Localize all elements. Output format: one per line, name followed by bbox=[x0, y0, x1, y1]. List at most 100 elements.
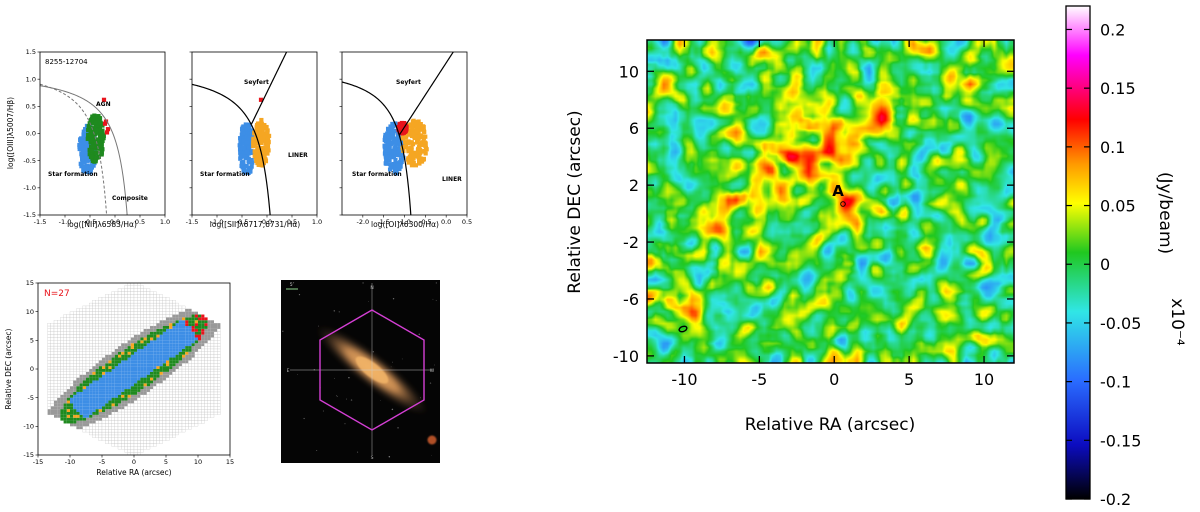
spaxel bbox=[188, 360, 192, 364]
spaxel bbox=[159, 414, 163, 418]
spaxel bbox=[60, 394, 64, 398]
spaxel bbox=[60, 409, 64, 412]
point-liner bbox=[411, 118, 416, 123]
spaxel bbox=[105, 374, 109, 378]
spaxel bbox=[121, 360, 125, 364]
point-liner bbox=[422, 129, 427, 135]
spaxel bbox=[108, 414, 112, 418]
spaxel bbox=[146, 374, 150, 378]
spaxel bbox=[98, 357, 103, 361]
spaxel bbox=[140, 300, 144, 304]
spaxel bbox=[146, 426, 151, 430]
spaxel bbox=[117, 443, 122, 447]
spaxel bbox=[79, 397, 83, 401]
spaxel bbox=[185, 411, 189, 415]
spaxel bbox=[191, 331, 195, 335]
spaxel bbox=[98, 297, 103, 301]
point-liner bbox=[259, 146, 264, 151]
point-liner bbox=[260, 124, 265, 130]
spaxel bbox=[169, 302, 173, 307]
spaxel bbox=[162, 403, 167, 407]
spaxel bbox=[162, 383, 167, 387]
spaxel bbox=[114, 314, 119, 318]
spaxel bbox=[82, 366, 87, 370]
spaxel bbox=[82, 423, 86, 427]
spaxel bbox=[92, 320, 96, 324]
spaxel bbox=[118, 403, 122, 407]
spaxel bbox=[182, 328, 186, 332]
spaxel bbox=[60, 377, 64, 381]
spaxel bbox=[140, 363, 144, 367]
spaxel bbox=[149, 420, 154, 424]
spaxel bbox=[143, 446, 147, 450]
spaxel bbox=[121, 340, 125, 344]
spaxel bbox=[156, 371, 160, 375]
y-tick-label: 0.5 bbox=[26, 103, 36, 111]
spaxel bbox=[146, 440, 151, 444]
spaxel bbox=[137, 423, 141, 427]
spaxel bbox=[191, 409, 195, 413]
spaxel bbox=[121, 420, 125, 424]
spaxel bbox=[165, 314, 170, 318]
spaxel bbox=[79, 394, 83, 398]
spaxel bbox=[117, 288, 122, 292]
point-star-formation bbox=[249, 157, 254, 163]
spaxel bbox=[117, 302, 122, 307]
spaxel bbox=[76, 371, 80, 375]
spaxel bbox=[50, 328, 55, 332]
spaxel bbox=[175, 340, 179, 344]
spaxel bbox=[165, 300, 170, 304]
spaxel bbox=[172, 397, 176, 401]
point-composite bbox=[96, 137, 101, 142]
spaxel bbox=[60, 417, 64, 421]
spaxel bbox=[210, 348, 215, 352]
spaxel bbox=[137, 431, 141, 436]
spaxel bbox=[156, 357, 160, 361]
spaxel bbox=[217, 394, 221, 398]
spaxel bbox=[57, 345, 61, 350]
y-tick-label: 1.0 bbox=[26, 75, 36, 83]
spaxel bbox=[137, 452, 141, 455]
spaxel bbox=[121, 426, 125, 430]
spaxel bbox=[114, 420, 119, 424]
spaxel bbox=[121, 443, 125, 447]
spaxel bbox=[159, 403, 163, 407]
spaxel bbox=[140, 443, 144, 447]
spaxel bbox=[169, 374, 173, 378]
spaxel bbox=[162, 380, 167, 384]
spaxel bbox=[153, 346, 157, 349]
spaxel bbox=[143, 288, 147, 292]
spaxel bbox=[185, 417, 189, 421]
spaxel bbox=[121, 437, 125, 441]
spaxel bbox=[121, 377, 125, 381]
spaxel bbox=[118, 360, 122, 364]
spaxel bbox=[153, 311, 157, 315]
spaxel bbox=[124, 400, 128, 404]
spaxel bbox=[101, 354, 106, 358]
spaxel bbox=[76, 400, 80, 404]
spaxel bbox=[130, 434, 135, 438]
spaxel bbox=[140, 297, 144, 301]
spaxel bbox=[95, 340, 99, 344]
spaxel bbox=[86, 397, 90, 401]
spaxel bbox=[159, 363, 163, 367]
spaxel bbox=[92, 363, 96, 367]
spaxel bbox=[102, 414, 106, 418]
spaxel bbox=[63, 394, 67, 398]
x-tick-label: -10 bbox=[671, 370, 697, 389]
spaxel bbox=[108, 331, 112, 335]
point-star-formation bbox=[389, 141, 394, 146]
spaxel bbox=[213, 345, 218, 350]
spaxel bbox=[149, 320, 154, 324]
spaxel bbox=[66, 343, 71, 347]
spaxel bbox=[185, 423, 189, 427]
spaxel bbox=[102, 363, 106, 367]
spaxel bbox=[92, 351, 96, 355]
spaxel bbox=[66, 412, 70, 415]
spaxel bbox=[127, 363, 131, 367]
star bbox=[357, 451, 359, 453]
spaxel bbox=[63, 383, 67, 387]
spaxel bbox=[82, 414, 86, 418]
spaxel bbox=[201, 391, 205, 395]
spaxel bbox=[166, 366, 170, 369]
